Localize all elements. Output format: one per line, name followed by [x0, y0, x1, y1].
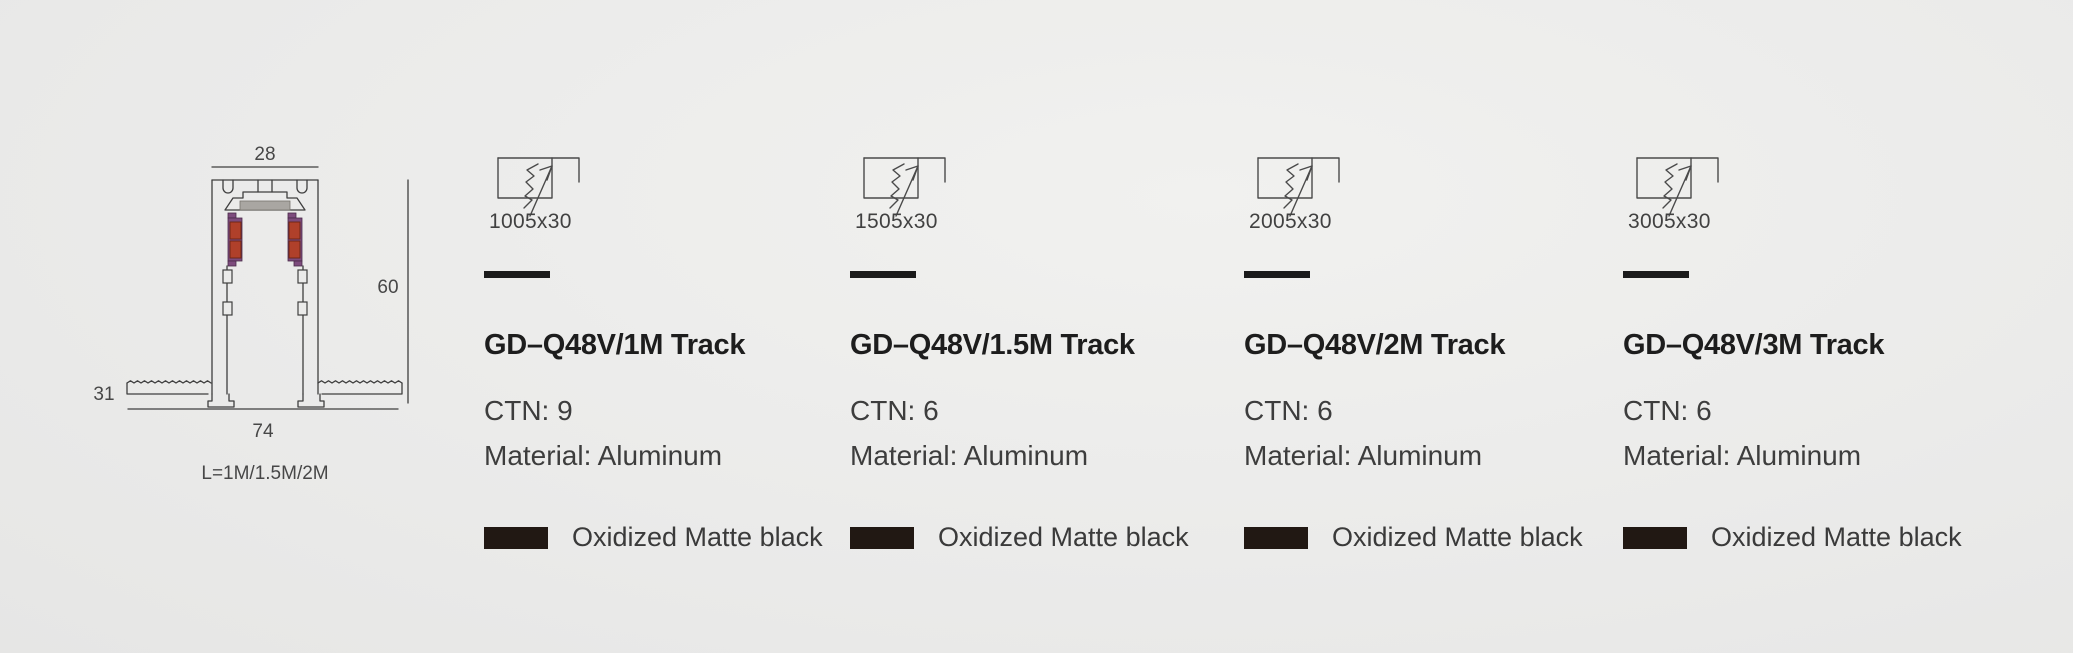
dim-flange-label: 31 [93, 384, 114, 405]
dim-top-width-label: 28 [254, 144, 275, 165]
finish-label: Oxidized Matte black [938, 522, 1189, 552]
divider-bar [1244, 271, 1310, 278]
material: Material: Aluminum [484, 440, 723, 471]
carton-count: CTN: 9 [484, 395, 573, 426]
finish-row: Oxidized Matte black [850, 522, 1189, 553]
ceiling-cutout-icon [863, 157, 946, 217]
dim-bottom-width-label: 74 [252, 421, 274, 442]
cutout-size-label: 3005x30 [1628, 210, 1711, 233]
ceiling-cutout-icon [1257, 157, 1340, 217]
finish-label: Oxidized Matte black [1332, 522, 1583, 552]
product-column: 1005x30 GD–Q48V/1M Track CTN: 9 Material… [484, 140, 874, 620]
carton-count: CTN: 6 [1244, 395, 1333, 426]
product-column: 3005x30 GD–Q48V/3M Track CTN: 6 Material… [1623, 140, 2013, 620]
track-profile-cross-section-diagram: 28 60 31 74 L=1M/1.5M/2M [93, 144, 409, 484]
divider-bar [484, 271, 550, 278]
finish-swatch [1623, 526, 1687, 549]
divider-bar [850, 271, 916, 278]
finish-row: Oxidized Matte black [484, 522, 823, 553]
material: Material: Aluminum [1244, 440, 1483, 471]
carton-count: CTN: 6 [1623, 395, 1712, 426]
material: Material: Aluminum [850, 440, 1089, 471]
cutout-size-label: 1505x30 [855, 210, 938, 233]
dim-height-label: 60 [377, 277, 398, 298]
ceiling-cutout-icon [1636, 157, 1719, 217]
product-name: GD–Q48V/1M Track [484, 329, 746, 361]
ceiling-cutout-icon [497, 157, 580, 217]
material: Material: Aluminum [1623, 440, 1862, 471]
product-column: 1505x30 GD–Q48V/1.5M Track CTN: 6 Materi… [850, 140, 1240, 620]
product-name: GD–Q48V/2M Track [1244, 329, 1506, 361]
divider-bar [1623, 271, 1689, 278]
product-column: 2005x30 GD–Q48V/2M Track CTN: 6 Material… [1244, 140, 1634, 620]
finish-label: Oxidized Matte black [572, 522, 823, 552]
cutout-size-label: 2005x30 [1249, 210, 1332, 233]
length-note-label: L=1M/1.5M/2M [201, 463, 328, 484]
finish-swatch [1244, 526, 1308, 549]
finish-row: Oxidized Matte black [1244, 522, 1583, 553]
product-name: GD–Q48V/3M Track [1623, 329, 1885, 361]
conductor-copper [229, 221, 301, 259]
carton-count: CTN: 6 [850, 395, 939, 426]
magnet-plate [239, 200, 291, 211]
finish-label: Oxidized Matte black [1711, 522, 1962, 552]
finish-row: Oxidized Matte black [1623, 522, 1962, 553]
cutout-size-label: 1005x30 [489, 210, 572, 233]
finish-swatch [850, 526, 914, 549]
finish-swatch [484, 526, 548, 549]
product-name: GD–Q48V/1.5M Track [850, 329, 1135, 361]
